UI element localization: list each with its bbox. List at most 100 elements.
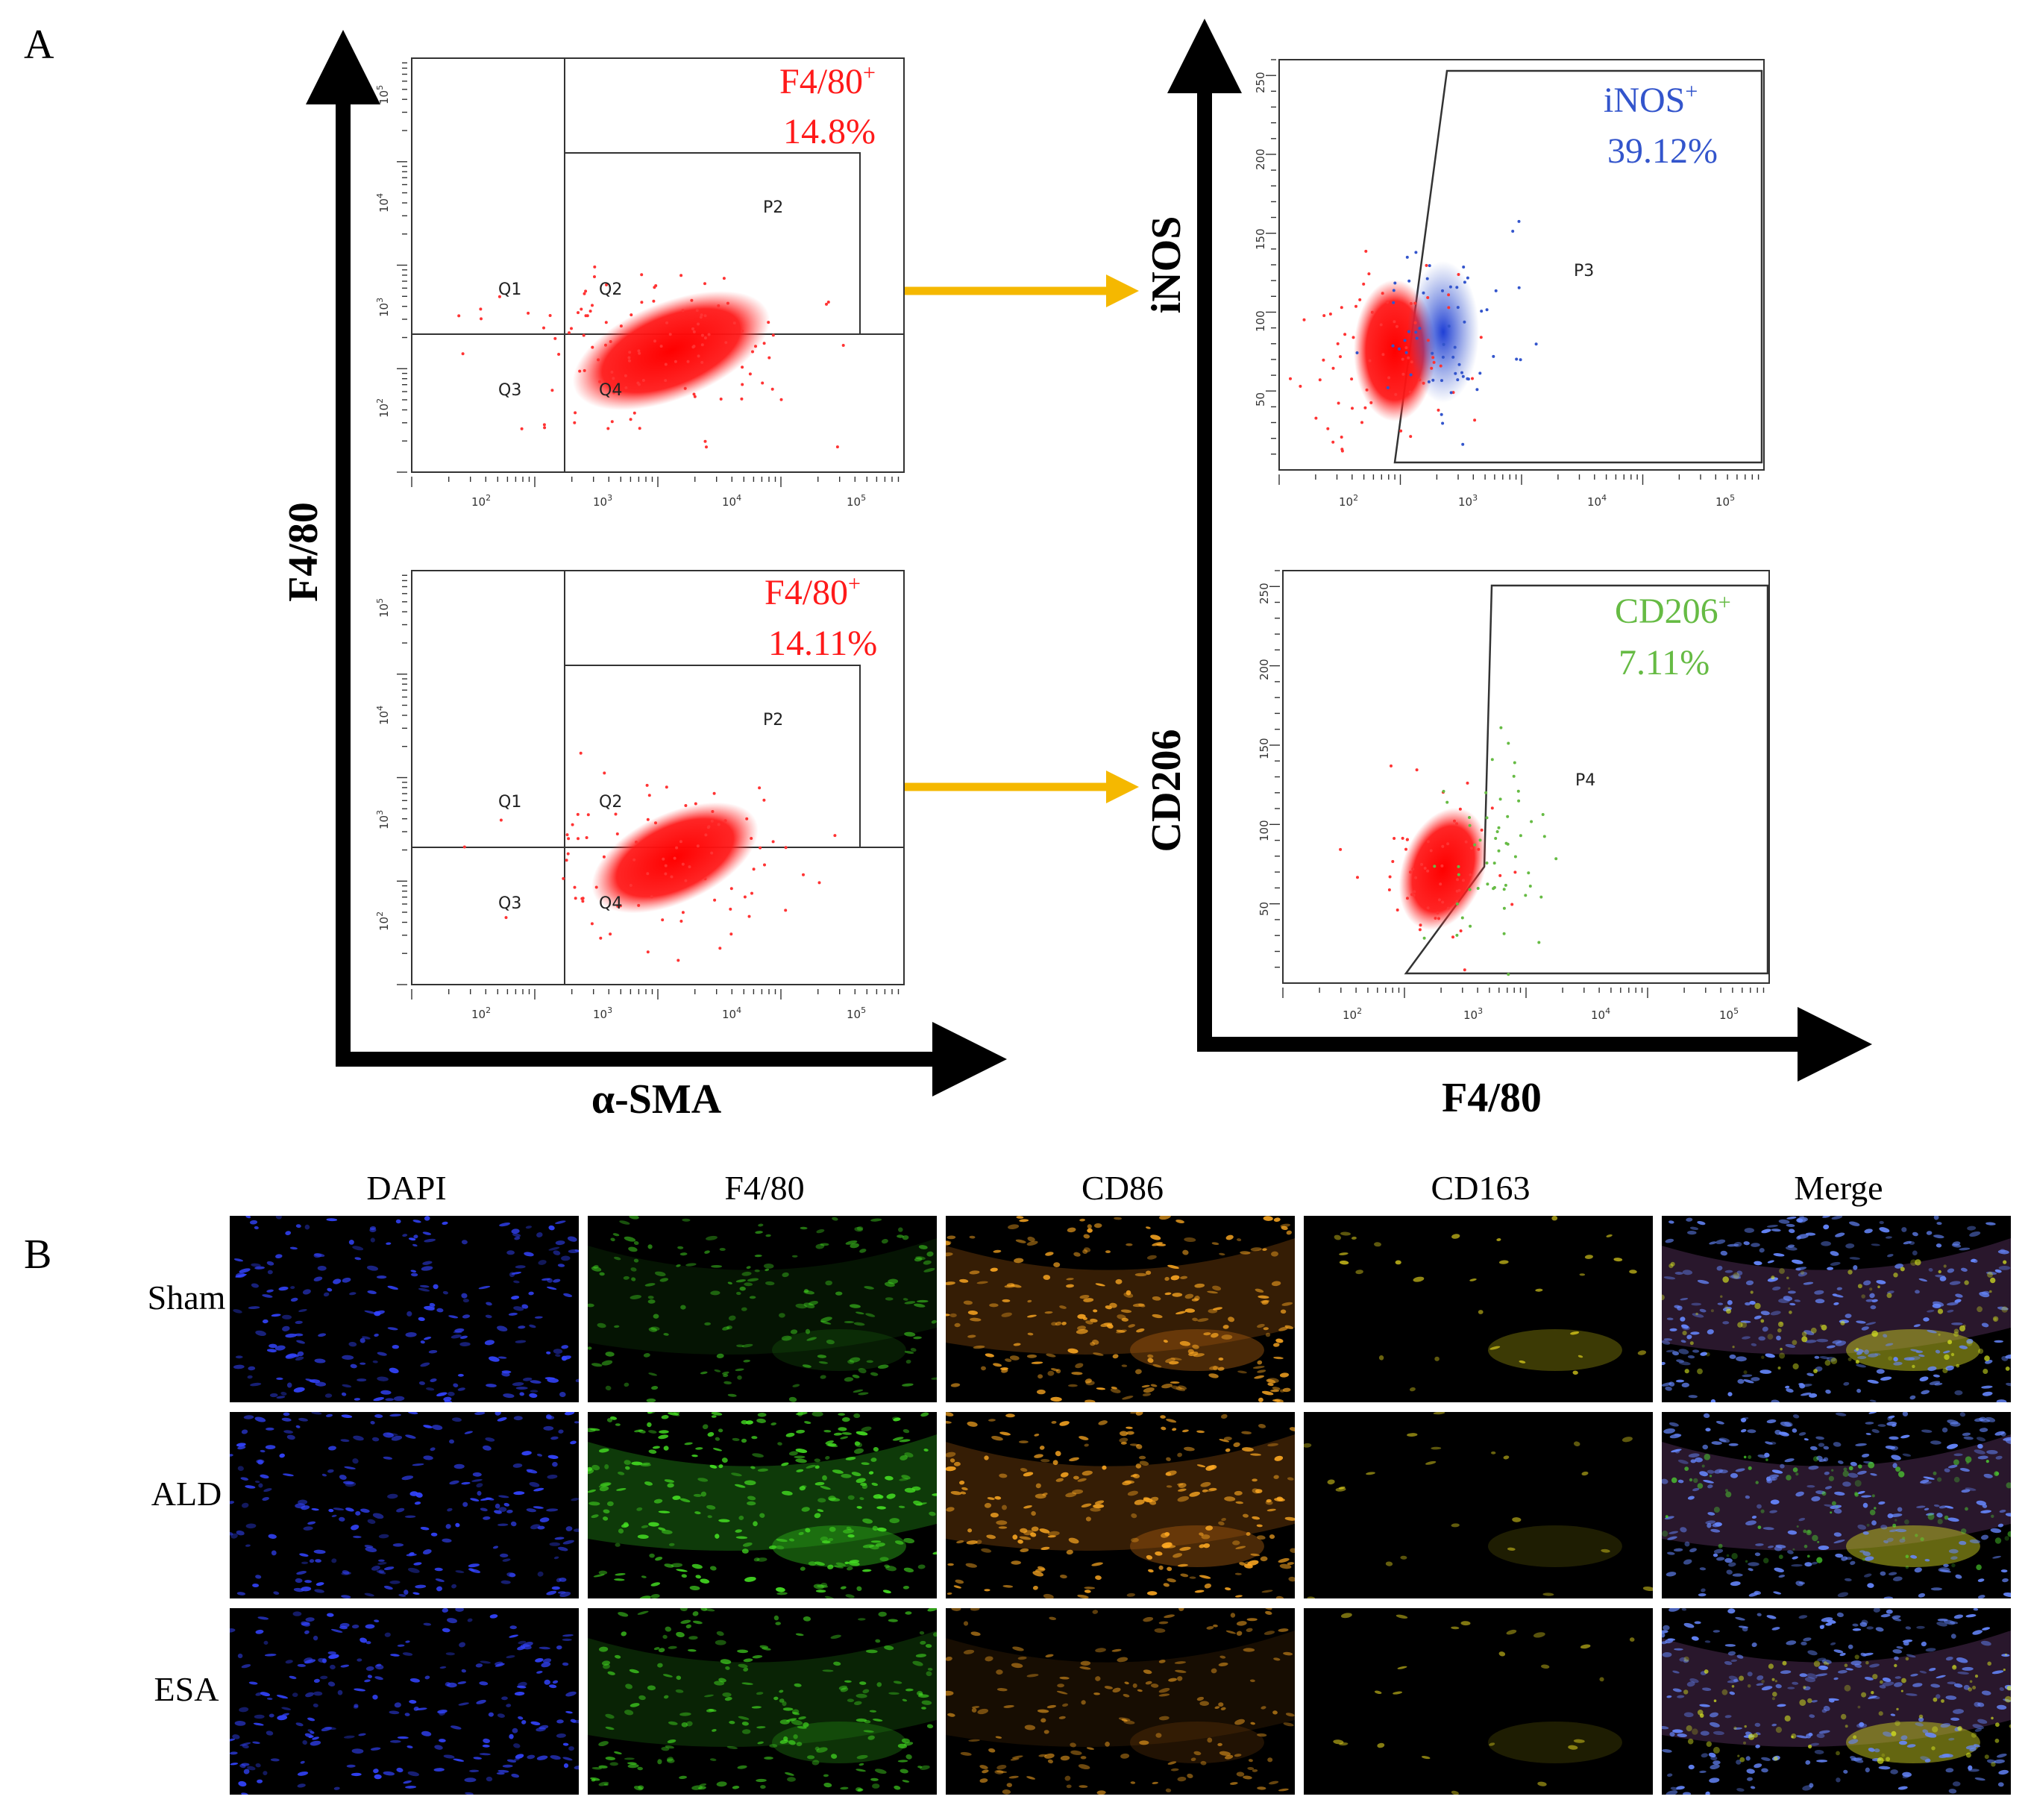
y-tick-label: 103: [375, 298, 391, 317]
event-dot: [705, 445, 708, 449]
event-dot: [1415, 336, 1419, 340]
quadrant-q4-label: Q4: [599, 894, 622, 913]
y-tick-label: 250: [1258, 583, 1271, 604]
gate-percent-label: 14.8%: [783, 112, 876, 151]
y-tick-labels: 50 100 150 200 250: [1254, 72, 1267, 407]
event-dot: [1442, 342, 1445, 346]
y-tick-label: 150: [1254, 228, 1267, 250]
x-tick-label: 102: [471, 493, 491, 509]
event-dot: [653, 339, 656, 343]
event-dot: [1367, 272, 1371, 276]
event-dot: [1414, 251, 1418, 254]
x-minor-ticks: [1282, 988, 1765, 998]
x-minor-ticks: [411, 477, 900, 487]
event-dot: [1494, 837, 1498, 840]
event-dot: [578, 369, 582, 373]
event-dot: [1404, 847, 1407, 851]
x-tick-label: 105: [1715, 493, 1735, 509]
event-dot: [703, 282, 706, 286]
event-dot: [615, 832, 619, 835]
event-dot: [479, 307, 483, 311]
event-dot: [1460, 916, 1464, 920]
event-dot: [710, 851, 714, 855]
event-dot: [1404, 346, 1408, 350]
event-dot: [1478, 838, 1482, 842]
event-dot: [1458, 807, 1462, 811]
event-dot: [1469, 924, 1472, 928]
event-dot: [586, 813, 590, 817]
event-dot: [1469, 873, 1472, 876]
event-dot: [1387, 376, 1391, 380]
event-dot: [1370, 310, 1374, 314]
column-header: CD86: [1082, 1169, 1164, 1207]
event-dot: [624, 386, 628, 389]
event-dot: [691, 345, 695, 349]
column-header: Merge: [1794, 1169, 1883, 1207]
event-dot: [583, 368, 586, 372]
event-dot: [762, 798, 766, 802]
event-dot: [637, 349, 641, 353]
event-dot: [1554, 857, 1558, 861]
y-tick-labels: 102 103 104 105: [375, 598, 391, 931]
event-dot: [1475, 388, 1479, 392]
event-dot: [1478, 371, 1482, 375]
red-event-cloud: [1398, 807, 1488, 931]
event-dot: [1454, 371, 1457, 375]
event-dot: [1390, 764, 1393, 768]
event-dot: [1413, 890, 1416, 894]
event-dot: [1542, 835, 1546, 838]
event-dot: [817, 881, 821, 885]
event-dot: [1418, 928, 1422, 932]
event-dot: [1448, 285, 1452, 289]
event-dot: [729, 932, 733, 936]
event-dot: [577, 311, 580, 315]
event-dot: [664, 363, 668, 366]
event-dot: [1510, 903, 1514, 906]
event-dot: [762, 342, 766, 345]
event-dot: [573, 885, 577, 889]
event-dot: [1517, 286, 1521, 289]
micrograph-tile: [946, 1216, 1295, 1402]
quadrant-q2-label: Q2: [599, 793, 622, 812]
event-dot: [741, 329, 744, 333]
event-dot: [1439, 364, 1442, 368]
event-dot: [1447, 324, 1451, 328]
event-dot: [603, 771, 606, 775]
event-dot: [1463, 968, 1466, 972]
event-dot: [703, 314, 707, 318]
event-dot: [1447, 306, 1451, 310]
event-dot: [711, 810, 715, 813]
event-dot: [610, 420, 614, 424]
event-dot: [1352, 336, 1355, 339]
event-dot: [1398, 347, 1401, 351]
event-dot: [681, 911, 685, 914]
scatter-events: [1422, 726, 1558, 976]
micrograph-tile: [946, 1608, 1295, 1795]
x-tick-label: 103: [1458, 493, 1478, 509]
event-dot: [1476, 887, 1480, 890]
event-dot: [1369, 401, 1373, 404]
event-dot: [676, 958, 680, 962]
column-header: CD163: [1431, 1169, 1531, 1207]
event-dot: [1391, 860, 1395, 863]
event-dot: [1422, 381, 1425, 385]
right-bottom-y-axis-label: CD206: [1143, 729, 1190, 853]
event-dot: [579, 751, 583, 755]
x-tick-label: 102: [1339, 493, 1358, 509]
event-dot: [1388, 875, 1392, 879]
event-dot: [699, 316, 703, 319]
event-dot: [1322, 358, 1325, 362]
event-dot: [1485, 862, 1489, 865]
event-dot: [784, 846, 788, 850]
event-dot: [1394, 392, 1398, 396]
event-dot: [1399, 429, 1403, 433]
event-dot: [1480, 828, 1484, 832]
event-dot: [573, 421, 577, 424]
gate-percent-label: 39.12%: [1607, 131, 1718, 171]
y-tick-label: 250: [1254, 72, 1267, 93]
quadrant-q2-label: Q2: [599, 280, 622, 299]
plot-left-bottom: Q1 Q2 Q3 Q4 P2 F4/80+ 14.11% 102 103 104…: [375, 570, 905, 1021]
quadrant-q1-label: Q1: [498, 793, 521, 812]
event-dot: [1414, 330, 1418, 334]
event-dot: [750, 837, 753, 840]
